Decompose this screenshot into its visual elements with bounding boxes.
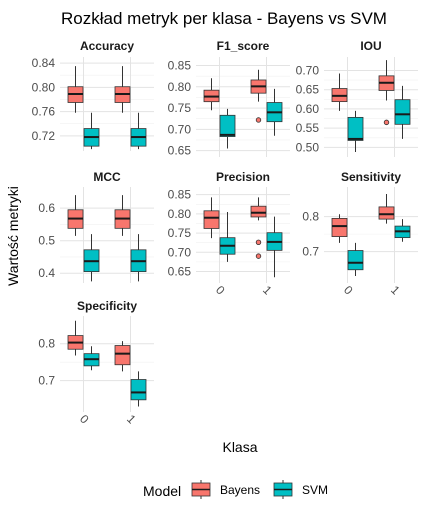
box-bayens-class-1 [114, 195, 131, 236]
outlier-point [383, 119, 390, 126]
x-tick-label: 1 [388, 283, 403, 298]
x-tick-label: 0 [77, 412, 92, 427]
legend: Model Bayens SVM [143, 480, 328, 499]
box-svm-class-0 [219, 108, 236, 149]
facet-title: MCC [93, 170, 121, 184]
box-svm-class-0 [347, 242, 364, 277]
box-svm-class-1 [130, 234, 147, 282]
y-tick-label: 0.65 [168, 264, 192, 278]
y-tick-label: 0.80 [32, 80, 56, 94]
facet-title: Specificity [77, 299, 137, 313]
box-bayens-class-1 [250, 69, 267, 123]
y-tick-label: 0.70 [296, 63, 320, 77]
legend-item-svm: SVM [273, 480, 328, 499]
y-tick-label: 0.8 [302, 210, 319, 224]
y-tick-label: 0.6 [38, 201, 55, 215]
box-body [394, 99, 411, 125]
box-bayens-class-0 [331, 73, 348, 111]
box-body [203, 210, 220, 229]
box-body [378, 206, 395, 220]
box-bayens-class-0 [67, 66, 84, 113]
x-tick-label: 0 [341, 283, 356, 298]
facet-accuracy: Accuracy 0.84 0.80 0.76 0.72 [32, 39, 154, 151]
box-bayens-class-0 [203, 78, 220, 111]
box-bayens-class-0 [331, 214, 348, 243]
box-body [114, 345, 131, 366]
box-bayens-class-1 [250, 197, 267, 259]
y-tick-label: 0.80 [168, 207, 192, 221]
x-tick-label: 1 [260, 283, 275, 298]
legend-item-bayens: Bayens [191, 480, 260, 499]
x-tick-label: 0 [213, 283, 228, 298]
box-body [347, 116, 364, 141]
facet-iou: IOU 0.70 0.65 0.60 0.55 0.50 [296, 39, 418, 157]
y-tick-label: 0.7 [302, 245, 319, 259]
y-tick-label: 0.65 [168, 144, 192, 158]
facet-panels: Accuracy0.840.800.760.72F1_score0.850.80… [32, 39, 418, 427]
facet-mcc: MCC 0.6 0.5 0.4 [38, 170, 154, 283]
facet-title: IOU [360, 39, 381, 53]
chart-title: Rozkład metryk per klasa - Bayens vs SVM [61, 9, 387, 28]
legend-label: SVM [302, 483, 328, 497]
box-bayens-class-0 [67, 195, 84, 236]
legend-title: Model [143, 483, 181, 499]
box-body [347, 250, 364, 271]
y-tick-label: 0.72 [32, 129, 56, 143]
y-tick-label: 0.70 [168, 122, 192, 136]
box-svm-class-1 [266, 88, 283, 136]
y-tick-label: 0.70 [168, 245, 192, 259]
y-tick-label: 0.50 [296, 140, 320, 154]
box-bayens-class-0 [203, 197, 220, 239]
y-tick-label: 0.85 [168, 59, 192, 73]
y-tick-label: 0.55 [296, 121, 320, 135]
outlier-point [255, 239, 262, 245]
y-tick-label: 0.76 [32, 105, 56, 119]
box-svm-class-0 [83, 112, 100, 150]
y-tick-label: 0.65 [296, 83, 320, 97]
facet-title: Precision [216, 170, 270, 184]
box-bayens-class-1 [114, 66, 131, 113]
facet-specificity: Specificity 0.8 0.7 0 1 [38, 299, 154, 427]
facet-title: F1_score [217, 39, 270, 53]
box-bayens-class-0 [67, 320, 84, 356]
outlier-point [255, 253, 262, 259]
facet-precision: Precision 0.85 0.80 0.75 0.70 0.65 0 1 [168, 170, 290, 298]
y-tick-label: 0.5 [38, 234, 55, 248]
box-svm-class-1 [266, 216, 283, 278]
box-svm-class-1 [394, 85, 411, 139]
box-body [331, 218, 348, 237]
box-svm-class-0 [347, 110, 364, 152]
y-tick-label: 0.75 [168, 226, 192, 240]
x-axis-title: Klasa [222, 439, 257, 455]
y-axis-title: Wartość metryki [5, 186, 21, 286]
box-bayens-class-1 [378, 60, 395, 126]
y-tick-label: 0.84 [32, 56, 56, 70]
box-svm-class-1 [130, 112, 147, 150]
box-svm-class-0 [83, 346, 100, 371]
y-tick-label: 0.7 [38, 374, 55, 388]
box-body [130, 379, 147, 401]
box-svm-class-1 [394, 219, 411, 242]
box-bayens-class-1 [114, 341, 131, 372]
y-tick-label: 0.8 [38, 337, 55, 351]
facet-sensitivity: Sensitivity 0.8 0.7 0 1 [302, 170, 418, 298]
x-tick-label: 1 [124, 412, 139, 427]
y-tick-label: 0.60 [296, 102, 320, 116]
facet-f1-score: F1_score 0.85 0.80 0.75 0.70 0.65 [168, 39, 290, 158]
box-bayens-class-1 [378, 193, 395, 224]
outlier-point [255, 117, 262, 123]
box-body [219, 114, 236, 137]
facet-title: Accuracy [80, 39, 134, 53]
facet-title: Sensitivity [341, 170, 401, 184]
box-svm-class-0 [83, 234, 100, 282]
box-svm-class-0 [219, 211, 236, 262]
y-tick-label: 0.85 [168, 188, 192, 202]
legend-label: Bayens [220, 483, 260, 497]
box-svm-class-1 [130, 371, 147, 407]
y-tick-label: 0.4 [38, 266, 55, 280]
box-body [250, 205, 267, 218]
y-tick-label: 0.80 [168, 80, 192, 94]
y-tick-label: 0.75 [168, 101, 192, 115]
